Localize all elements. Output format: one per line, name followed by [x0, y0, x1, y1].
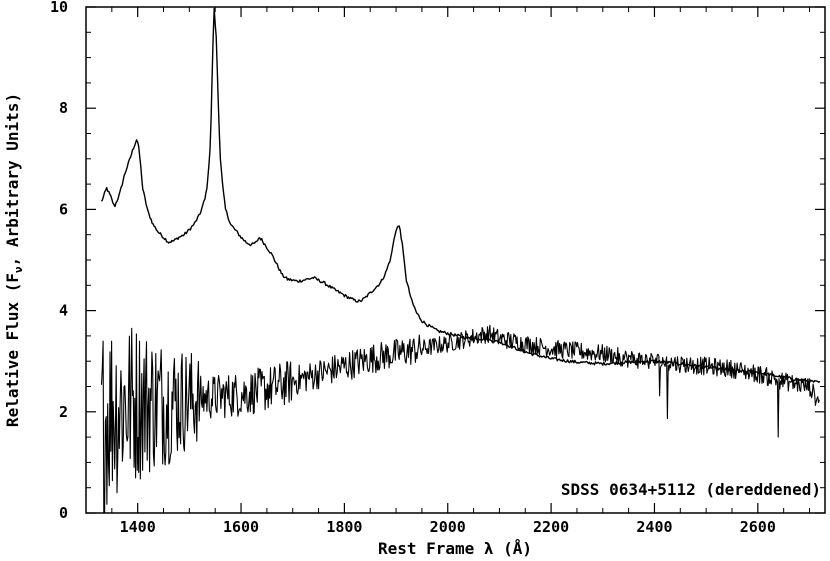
- x-tick-label: 2600: [740, 518, 776, 536]
- tick-labels: 1400 1600 1800 2000 2200 2400 2600 0 2 4 6 8 10: [50, 0, 776, 536]
- y-tick-label: 10: [50, 0, 68, 16]
- chart-annotation: SDSS 0634+5112 (dereddened): [561, 480, 821, 499]
- x-tick-label: 1800: [326, 518, 362, 536]
- x-tick-label: 1600: [223, 518, 259, 536]
- axis-ticks: [85, 6, 825, 514]
- y-tick-label: 4: [59, 302, 68, 320]
- x-tick-label: 1400: [120, 518, 156, 536]
- y-tick-label: 6: [59, 200, 68, 218]
- x-tick-label: 2400: [636, 518, 672, 536]
- y-tick-label: 8: [59, 99, 68, 117]
- series-lines: [100, 7, 821, 514]
- series-line-1: [100, 7, 821, 384]
- y-tick-label: 0: [59, 504, 68, 522]
- x-axis-title: Rest Frame λ (Å): [378, 539, 532, 558]
- x-tick-label: 2000: [430, 518, 466, 536]
- y-axis-title-subscript: ν: [12, 266, 25, 273]
- y-axis-title-rest: , Arbitrary Units): [3, 93, 22, 266]
- y-axis-title-main: Relative Flux (F: [3, 273, 22, 427]
- y-axis-title: Relative Flux (Fν, Arbitrary Units): [3, 93, 25, 427]
- y-tick-label: 2: [59, 403, 68, 421]
- x-tick-label: 2200: [533, 518, 569, 536]
- series-line-2: [100, 324, 820, 514]
- plot-frame: [85, 6, 826, 514]
